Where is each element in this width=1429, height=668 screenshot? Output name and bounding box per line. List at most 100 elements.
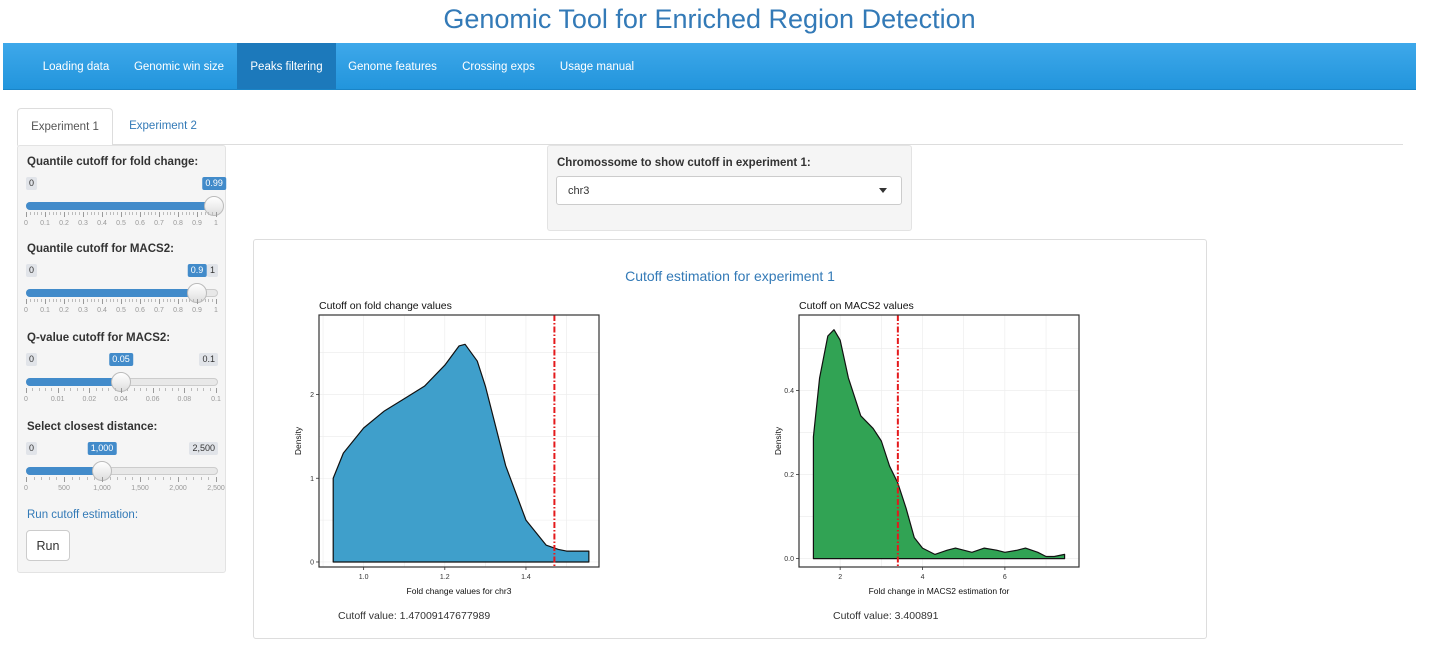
fold-change-density-plot: 1.0 1.2 1.4 0 1 2 Cutoff on fold change values…: [271, 290, 601, 610]
tab-experiment-1[interactable]: Experiment 1: [17, 108, 113, 146]
slider-minor-tick: [105, 299, 107, 302]
slider-tick: [178, 212, 179, 217]
slider-minor-tick: [67, 299, 69, 302]
slider-minor-tick: [185, 477, 187, 480]
chromosome-select[interactable]: chr3: [556, 176, 902, 205]
slider-max-badge: 2,500: [189, 442, 218, 455]
tab-experiment-2[interactable]: Experiment 2: [129, 120, 197, 132]
slider-tick-label: 0.4: [97, 307, 107, 314]
density-area: [332, 343, 590, 563]
slider-minor-tick: [174, 212, 176, 215]
slider-minor-tick: [155, 299, 157, 302]
y-tick-label: 0.4: [784, 388, 794, 395]
slider-minor-tick: [37, 212, 39, 215]
slider-minor-tick: [209, 388, 211, 391]
y-tick-label: 0.0: [784, 556, 794, 563]
slider-tick-label: 0.4: [97, 220, 107, 227]
slider-minor-tick: [51, 388, 53, 391]
slider-minor-tick: [56, 212, 58, 215]
slider-label: Select closest distance:: [27, 421, 158, 433]
slider-tick-label: 0.04: [114, 396, 128, 403]
slider-tick: [140, 212, 141, 217]
slider-minor-tick: [133, 388, 135, 391]
nav-loading-data[interactable]: Loading data: [42, 61, 110, 73]
slider-minor-tick: [151, 212, 153, 215]
slider-tick: [152, 388, 154, 393]
slider-minor-tick: [140, 388, 141, 391]
x-tick-label: 1.0: [359, 574, 369, 581]
slider-tick-label: 0.08: [177, 396, 192, 403]
slider-minor-tick: [136, 212, 138, 215]
slider-minor-tick: [170, 212, 172, 215]
slider-minor-tick: [95, 388, 97, 391]
slider-tick-label: 0.2: [59, 220, 69, 227]
slider-minor-tick: [105, 212, 107, 215]
slider-tick: [102, 299, 103, 304]
slider-minor-tick: [166, 212, 168, 215]
slider-minor-tick: [33, 299, 35, 302]
nav-peaks-filtering[interactable]: Peaks filtering: [237, 43, 336, 89]
slider-tick: [89, 388, 91, 393]
slider-minor-tick: [37, 299, 39, 302]
slider-minor-tick: [200, 212, 202, 215]
plot-title: Cutoff on MACS2 values: [799, 300, 914, 312]
slider-minor-tick: [90, 299, 92, 302]
slider-minor-tick: [181, 299, 183, 302]
slider-tick: [178, 477, 179, 482]
slider-minor-tick: [208, 299, 210, 302]
slider-label: Q-value cutoff for MACS2:: [27, 332, 171, 344]
slider-min-badge: 0: [26, 353, 38, 366]
slider-minor-tick: [170, 477, 172, 480]
slider-tick-label: 0.1: [211, 396, 221, 403]
slider-tick: [26, 299, 27, 304]
slider-minor-tick: [124, 299, 126, 302]
slider-minor-tick: [71, 212, 73, 215]
slider-tick: [64, 477, 65, 482]
slider-minor-tick: [71, 477, 73, 480]
navbar: Loading data Genomic win size Peaks filt…: [3, 43, 1416, 90]
slider-tick-label: 1: [214, 220, 218, 227]
slider-tick: [178, 299, 179, 304]
slider-minor-tick: [102, 388, 103, 391]
slider-minor-tick: [94, 477, 96, 480]
slider-minor-tick: [200, 299, 202, 302]
slider-minor-tick: [124, 212, 126, 215]
x-tick-label: 6: [1003, 574, 1007, 581]
slider-tick: [83, 299, 84, 304]
nav-crossing-exps[interactable]: Crossing exps: [462, 61, 535, 73]
plot-frame: [798, 314, 1080, 568]
slider-tick-label: 0.7: [154, 307, 164, 314]
slider-minor-tick: [185, 299, 187, 302]
slider-macs2-quantile: Quantile cutoff for MACS2: 0 1 0.9 0 0.1 0…: [24, 243, 218, 323]
slider-tick: [197, 299, 198, 304]
slider-minor-tick: [113, 212, 115, 215]
run-button[interactable]: Run: [26, 530, 70, 561]
slider-tick: [159, 299, 160, 304]
slider-tick-label: 0.8: [173, 220, 183, 227]
slider-minor-tick: [193, 212, 195, 215]
slider-tick: [216, 299, 217, 304]
slider-minor-tick: [208, 212, 210, 215]
slider-minor-tick: [67, 212, 69, 215]
x-tick-label: 4: [921, 574, 925, 581]
y-tick-label: 2: [310, 392, 314, 399]
slider-minor-tick: [32, 388, 34, 391]
slider-minor-tick: [56, 299, 58, 302]
slider-closest-distance: Select closest distance: 0 2,500 1,000 0…: [24, 421, 225, 501]
slider-tick: [216, 477, 217, 482]
slider-minor-tick: [86, 477, 88, 480]
nav-genome-features[interactable]: Genome features: [348, 61, 437, 73]
macs2-cutoff-value: Cutoff value: 3.400891: [833, 610, 939, 622]
slider-handle[interactable]: [204, 196, 225, 216]
slider-minor-tick: [94, 299, 96, 302]
slider-minor-tick: [162, 212, 164, 215]
slider-q-value-cutoff: Q-value cutoff for MACS2: 0 0.1 0.05 0 0.…: [24, 332, 221, 412]
slider-minor-tick: [203, 388, 205, 391]
slider-minor-tick: [108, 388, 110, 391]
slider-tick-label: 500: [58, 485, 70, 492]
slider-minor-tick: [190, 388, 192, 391]
nav-genomic-win-size[interactable]: Genomic win size: [133, 61, 225, 73]
nav-usage-manual[interactable]: Usage manual: [559, 61, 635, 73]
slider-fold-change-quantile: Quantile cutoff for fold change: 0 1 0.9…: [24, 156, 226, 236]
slider-minor-tick: [71, 299, 73, 302]
